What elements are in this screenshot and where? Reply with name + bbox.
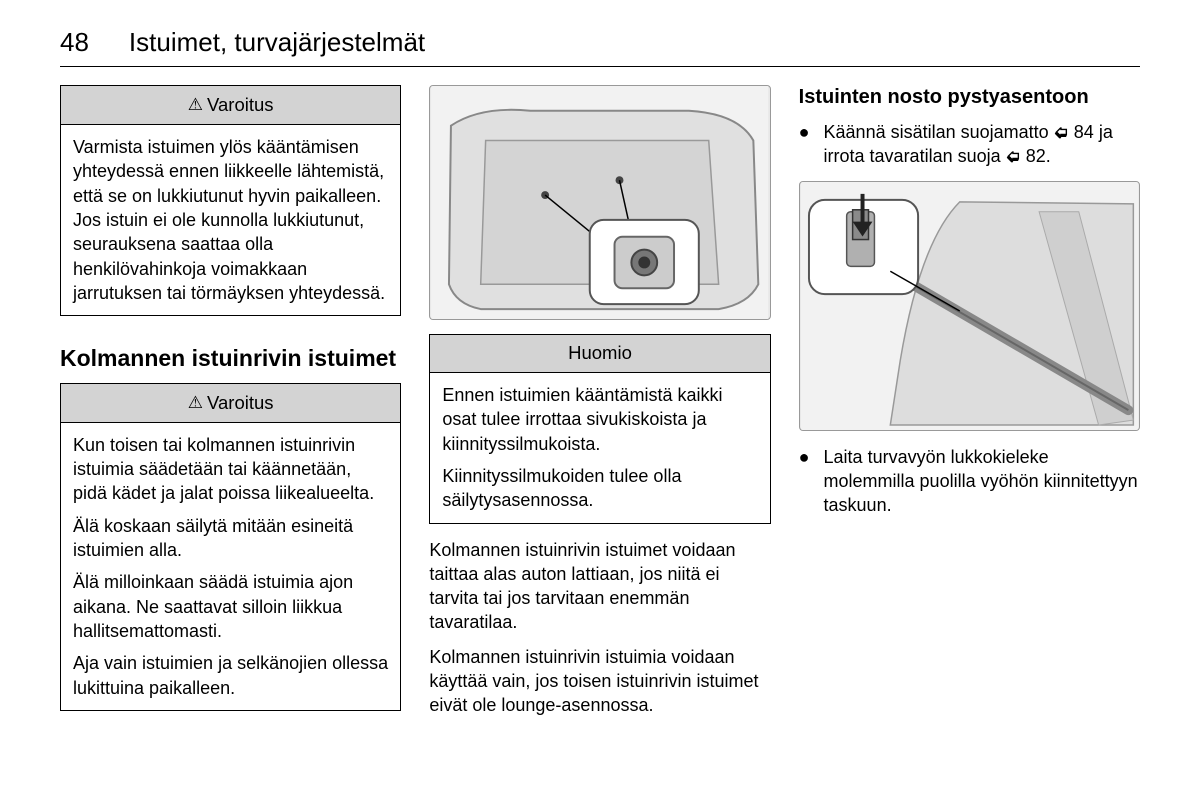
notice-box-header: Huomio	[430, 335, 769, 373]
sub-heading-raise-seats: Istuinten nosto pystyasentoon	[799, 85, 1140, 110]
warning-box-1-label: Varoitus	[207, 93, 274, 118]
bullet-icon: ●	[799, 120, 810, 169]
warning-box-1-text: Varmista istuimen ylös kääntämisen yhtey…	[73, 135, 388, 305]
chapter-title: Istuimet, turvajärjestelmät	[129, 25, 425, 60]
reference-icon: ➭	[1054, 120, 1069, 144]
instruction-list-2: ● Laita turvavyön lukkokieleke molemmill…	[799, 445, 1140, 524]
notice-box-body: Ennen istuimien kääntämistä kaikki osat …	[430, 373, 769, 522]
section-heading-third-row-seats: Kolmannen istuinrivin istuimet	[60, 344, 401, 373]
warning-box-2-header: ⚠ Varoitus	[61, 384, 400, 423]
warning-box-2: ⚠ Varoitus Kun toisen tai kolmannen istu…	[60, 383, 401, 711]
bullet-icon: ●	[799, 445, 810, 518]
notice-box-label: Huomio	[568, 342, 632, 363]
list-item-text: Käännä sisätilan suojamatto ➭ 84 ja irro…	[824, 120, 1140, 169]
warning-triangle-icon: ⚠	[188, 392, 203, 415]
list-item-text: Laita turvavyön lukkokieleke molemmilla …	[824, 445, 1140, 518]
warning-box-2-p3: Älä milloinkaan säädä istuimia ajon aika…	[73, 570, 388, 643]
reference-icon: ➭	[1006, 144, 1021, 168]
illustration-cargo-hooks	[429, 85, 770, 320]
page-header: 48 Istuimet, turvajärjestelmät	[60, 25, 1140, 67]
warning-box-2-p4: Aja vain istuimien ja selkänojien olless…	[73, 651, 388, 700]
notice-box: Huomio Ennen istuimien kääntämistä kaikk…	[429, 334, 770, 523]
warning-box-2-p1: Kun toisen tai kolmannen istuinrivin ist…	[73, 433, 388, 506]
instruction-list-1: ● Käännä sisätilan suojamatto ➭ 84 ja ir…	[799, 120, 1140, 175]
warning-box-2-label: Varoitus	[207, 391, 274, 416]
content-columns: ⚠ Varoitus Varmista istuimen ylös kääntä…	[60, 85, 1140, 728]
notice-box-p1: Ennen istuimien kääntämistä kaikki osat …	[442, 383, 757, 456]
notice-box-p2: Kiinnityssilmukoiden tulee olla säilytys…	[442, 464, 757, 513]
list-item: ● Käännä sisätilan suojamatto ➭ 84 ja ir…	[799, 120, 1140, 169]
column-3: Istuinten nosto pystyasentoon ● Käännä s…	[799, 85, 1140, 728]
warning-box-1-body: Varmista istuimen ylös kääntämisen yhtey…	[61, 125, 400, 315]
warning-box-1: ⚠ Varoitus Varmista istuimen ylös kääntä…	[60, 85, 401, 316]
col2-body-p1: Kolmannen istuinrivin istuimet voidaan t…	[429, 538, 770, 635]
warning-box-1-header: ⚠ Varoitus	[61, 86, 400, 125]
col2-body-p2: Kolmannen istuinrivin istuimia voidaan k…	[429, 645, 770, 718]
warning-box-2-p2: Älä koskaan säilytä mitään esineitä istu…	[73, 514, 388, 563]
column-2: Huomio Ennen istuimien kääntämistä kaikk…	[429, 85, 770, 728]
list-item: ● Laita turvavyön lukkokieleke molemmill…	[799, 445, 1140, 518]
page-number: 48	[60, 25, 89, 60]
column-1: ⚠ Varoitus Varmista istuimen ylös kääntä…	[60, 85, 401, 728]
warning-box-2-body: Kun toisen tai kolmannen istuinrivin ist…	[61, 423, 400, 710]
illustration-seatbelt-pocket	[799, 181, 1140, 431]
warning-triangle-icon: ⚠	[188, 94, 203, 117]
